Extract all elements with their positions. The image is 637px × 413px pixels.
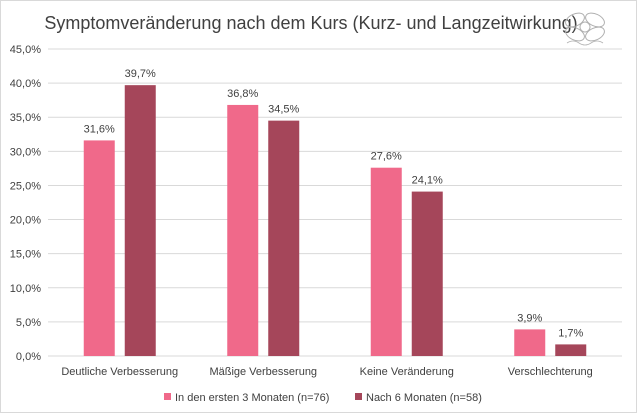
y-tick-label: 30,0% <box>10 146 41 158</box>
bar <box>268 120 300 356</box>
legend-label: Nach 6 Monaten (n=58) <box>366 392 482 404</box>
bar <box>514 329 546 356</box>
y-tick-label: 45,0% <box>10 44 41 56</box>
data-label: 34,5% <box>268 104 299 116</box>
data-labels: 31,6% 39,7% 36,8% 34,5% 27,6% 24,1% 3,9% 1,7% <box>84 68 584 339</box>
y-axis-ticks: 0,0% 5,0% 10,0% 15,0% 20,0% 25,0% 30,0% 35,0% 40… <box>10 44 41 363</box>
x-tick-label: Deutliche Verbesserung <box>61 366 178 378</box>
bar <box>227 104 259 356</box>
bars <box>83 85 587 356</box>
legend-swatch <box>355 393 362 400</box>
y-tick-label: 40,0% <box>10 78 41 90</box>
y-tick-label: 10,0% <box>10 283 41 295</box>
bar <box>370 167 402 356</box>
y-tick-label: 35,0% <box>10 112 41 124</box>
data-label: 36,8% <box>227 88 258 100</box>
data-label: 31,6% <box>84 123 115 135</box>
y-tick-label: 20,0% <box>10 215 41 227</box>
x-tick-label: Keine Veränderung <box>360 366 454 378</box>
y-tick-label: 5,0% <box>16 317 41 329</box>
bar <box>124 85 156 356</box>
y-tick-label: 15,0% <box>10 249 41 261</box>
data-label: 39,7% <box>125 68 156 80</box>
bar <box>411 191 443 356</box>
data-label: 24,1% <box>412 175 443 187</box>
x-axis-ticks: Deutliche Verbesserung Mäßige Verbesserun… <box>61 366 592 378</box>
data-label: 27,6% <box>371 151 402 163</box>
bar <box>555 344 587 356</box>
y-tick-label: 0,0% <box>16 351 41 363</box>
data-label: 3,9% <box>517 312 542 324</box>
legend-swatch <box>164 393 171 400</box>
chart-title: Symptomveränderung nach dem Kurs (Kurz- … <box>44 13 577 33</box>
y-tick-label: 25,0% <box>10 180 41 192</box>
x-tick-label: Mäßige Verbesserung <box>209 366 317 378</box>
legend: In den ersten 3 Monaten (n=76) Nach 6 Mon… <box>164 392 482 404</box>
data-label: 1,7% <box>558 327 583 339</box>
x-tick-label: Verschlechterung <box>508 366 593 378</box>
bar <box>83 140 115 356</box>
knot-logo-icon <box>565 12 605 46</box>
legend-label: In den ersten 3 Monaten (n=76) <box>175 392 329 404</box>
